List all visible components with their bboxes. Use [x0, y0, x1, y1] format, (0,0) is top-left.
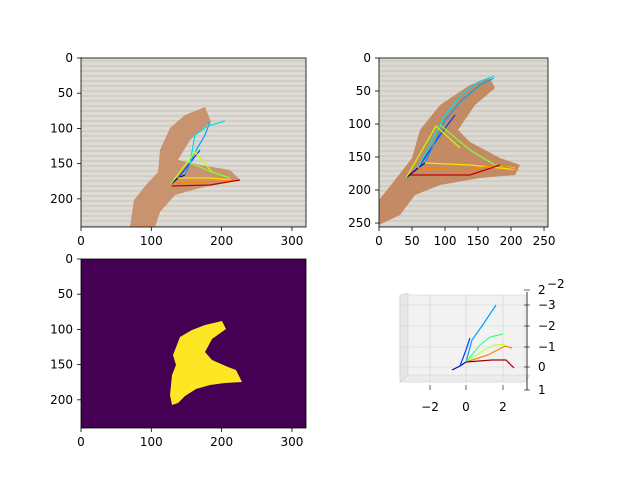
x-tick-label: 300 — [280, 435, 303, 449]
x-tick-label: 0 — [77, 234, 85, 248]
keypoints-3d-lines — [451, 304, 515, 371]
z-tick-label: −3 — [538, 298, 556, 312]
y-tick-label: 50 — [356, 84, 371, 98]
z-tick-label: 1 — [538, 383, 546, 397]
hand-skeleton — [405, 75, 521, 179]
pane-side — [399, 292, 409, 383]
x-tick-label: 300 — [280, 234, 303, 248]
x-tick-label: 150 — [467, 234, 490, 248]
panel-3d: −2 0 22−3−2−101−2 — [399, 277, 565, 414]
x-tick-label: 100 — [140, 435, 163, 449]
hand-mask — [170, 321, 242, 405]
y-tick-label: 0 — [65, 252, 73, 266]
y-tick-label: 150 — [50, 358, 73, 372]
hand-image — [379, 78, 520, 225]
y-tick-label: 0 — [65, 51, 73, 65]
x-tick-label: 200 — [210, 234, 233, 248]
x-tick-label: 0 — [375, 234, 383, 248]
y-tick-label: 0 — [363, 51, 371, 65]
x-tick-label: 100 — [140, 234, 163, 248]
panel-1-ticks: 0 100 200 300 0 50 100 150 200 — [50, 51, 303, 248]
extra-tick-label: −2 — [547, 277, 565, 291]
y-tick-label: 200 — [50, 192, 73, 206]
z-tick-label: −1 — [538, 340, 556, 354]
panel-photo-original: 0 100 200 300 0 50 100 150 200 — [50, 51, 307, 248]
axes-frame — [378, 57, 549, 228]
hand-image — [130, 107, 240, 227]
y-tick-label: 250 — [348, 216, 371, 230]
x-tick-label: 0 — [77, 435, 85, 449]
z-tick-label: −2 — [538, 319, 556, 333]
panel-mask: 0 100 200 300 0 50 100 150 200 — [50, 252, 307, 449]
y-tick-label: 100 — [348, 117, 371, 131]
z-tick-label: 0 — [538, 360, 546, 374]
pane-floor — [399, 374, 531, 383]
x-tick-label: 200 — [500, 234, 523, 248]
y-tick-label: 100 — [50, 322, 73, 336]
x-tick-label: 50 — [404, 234, 419, 248]
panel-2-ticks: 0 50 100 150 200 250 0 50 100 150 200 250 — [348, 51, 555, 248]
x-tick-label: −2 — [421, 400, 439, 414]
y-tick-label: 150 — [50, 157, 73, 171]
pane-back — [399, 294, 526, 383]
y-tick-label: 50 — [58, 86, 73, 100]
x-tick-label: 0 — [462, 400, 470, 414]
x-tick-label: 100 — [434, 234, 457, 248]
y-tick-label: 150 — [348, 150, 371, 164]
panel-3-ticks: 0 100 200 300 0 50 100 150 200 — [50, 252, 303, 449]
y-tick-label: 100 — [50, 121, 73, 135]
hand-skeleton — [169, 120, 241, 187]
panel-4-ticks: −2 0 22−3−2−101−2 — [421, 277, 565, 414]
axes-frame — [80, 57, 307, 228]
x-tick-label: 200 — [210, 435, 233, 449]
y-tick-label: 50 — [58, 287, 73, 301]
x-tick-label: 2 — [499, 400, 507, 414]
y-tick-label: 200 — [348, 183, 371, 197]
axes-frame — [80, 258, 307, 429]
z-tick-label: 2 — [538, 283, 546, 297]
panel-photo-crop: 0 50 100 150 200 250 0 50 100 150 200 250 — [348, 51, 555, 248]
x-tick-label: 250 — [533, 234, 556, 248]
y-tick-label: 200 — [50, 393, 73, 407]
grid-3d — [400, 295, 525, 382]
